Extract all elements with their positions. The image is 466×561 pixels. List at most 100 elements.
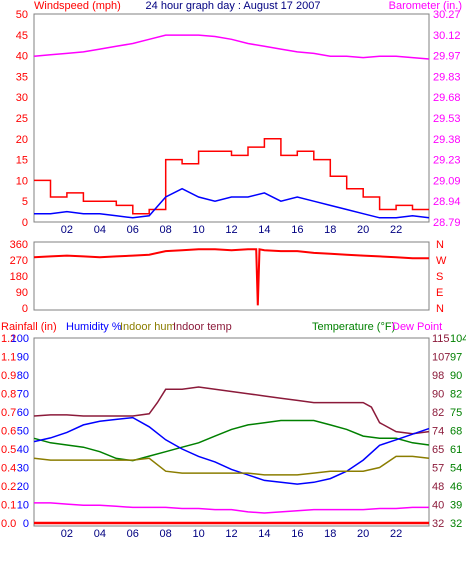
rainfall-tick-labels: 0.0 0.1 0.2 0.4 0.5 0.6 0.7 0.8 0.9 1.1 1.2 xyxy=(1,333,16,530)
rainfall-tick-label: 0.2 xyxy=(1,481,16,493)
wind-x-tick-labels: 02 04 06 08 10 12 14 16 18 20 22 xyxy=(61,224,402,236)
temperature-tick-label: 115 xyxy=(432,333,450,345)
humidity-tick-label: 10 xyxy=(17,500,29,512)
dew-point-label: Dew Point xyxy=(392,321,442,333)
x-tick-label: 18 xyxy=(324,528,336,540)
compass-label: W xyxy=(436,255,447,267)
wind-tick-label: 10 xyxy=(16,175,28,187)
barometer-tick-label: 30.27 xyxy=(433,9,461,21)
wind-tick-label: 15 xyxy=(16,155,28,167)
direction-tick-label: 270 xyxy=(10,255,28,267)
wind-tick-label: 5 xyxy=(22,196,28,208)
wind-tick-label: 25 xyxy=(16,113,28,125)
temperature-tick-label: 61 xyxy=(450,444,462,456)
x-tick-label: 16 xyxy=(291,528,303,540)
temperature-tick-label: 98 xyxy=(432,370,444,382)
compass-label: N xyxy=(436,303,444,315)
x-tick-label: 12 xyxy=(225,224,237,236)
direction-tick-label: 0 xyxy=(22,303,28,315)
wind-plot-area xyxy=(33,13,430,223)
barometer-axis-label: Barometer (in.) xyxy=(389,0,462,12)
compass-label: N xyxy=(436,239,444,251)
temperature-series xyxy=(33,386,430,525)
temperature-tick-label: 75 xyxy=(450,407,462,419)
temperature-tick-label: 107 xyxy=(432,352,450,364)
x-tick-label: 08 xyxy=(160,528,172,540)
x-tick-label: 16 xyxy=(291,224,303,236)
wind-series xyxy=(33,34,430,219)
x-tick-label: 04 xyxy=(94,224,106,236)
x-tick-label: 18 xyxy=(324,224,336,236)
barometer-tick-label: 29.23 xyxy=(433,155,461,167)
x-tick-label: 10 xyxy=(192,224,204,236)
temperature-tick-label: 90 xyxy=(450,370,462,382)
wind-tick-label: 0 xyxy=(22,217,28,229)
barometer-tick-label: 29.83 xyxy=(433,71,461,83)
series-line-humidity xyxy=(33,416,430,485)
temperature-tick-label: 57 xyxy=(432,463,444,475)
temperature-tick-label: 46 xyxy=(450,481,462,493)
wind-axis-label: Windspeed (mph) xyxy=(34,0,121,12)
barometer-tick-label: 29.97 xyxy=(433,51,461,63)
rainfall-tick-label: 0.6 xyxy=(1,426,16,438)
temperature-tick-label: 48 xyxy=(432,481,444,493)
series-line-indoor-temp xyxy=(33,386,430,435)
rainfall-tick-label: 0.8 xyxy=(1,389,16,401)
humidity-tick-label: 60 xyxy=(17,407,29,419)
barometer-tick-label: 29.38 xyxy=(433,134,461,146)
temperature-tick-label: 40 xyxy=(432,500,444,512)
x-tick-label: 22 xyxy=(390,528,402,540)
temperature-plot-area xyxy=(33,337,430,527)
humidity-label: Humidity % xyxy=(66,321,122,333)
barometer-tick-label: 29.68 xyxy=(433,92,461,104)
direction-tick-label: 360 xyxy=(10,239,28,251)
x-tick-label: 02 xyxy=(61,528,73,540)
direction-plot-area xyxy=(33,241,430,311)
humidity-tick-label: 100 xyxy=(11,333,29,345)
temperature-tick-label: 82 xyxy=(450,389,462,401)
barometer-tick-labels: 28.79 28.94 29.09 29.23 29.38 29.53 29.68 29.83… xyxy=(433,9,461,229)
wind-tick-label: 45 xyxy=(16,30,28,42)
humidity-tick-labels: 0 10 20 30 40 50 60 70 80 90 100 xyxy=(11,333,29,530)
humidity-tick-label: 40 xyxy=(17,444,29,456)
rainfall-tick-label: 0.7 xyxy=(1,407,16,419)
temperature-label: Temperature (°F) xyxy=(312,321,395,333)
x-tick-label: 12 xyxy=(225,528,237,540)
x-tick-label: 22 xyxy=(390,224,402,236)
x-tick-label: 08 xyxy=(160,224,172,236)
x-tick-label: 10 xyxy=(192,528,204,540)
direction-tick-label: 180 xyxy=(10,271,28,283)
temperature-tick-label: 39 xyxy=(450,500,462,512)
series-line-temperature-f xyxy=(33,419,430,462)
humidity-tick-label: 80 xyxy=(17,370,29,382)
temperature-tick-label: 65 xyxy=(432,444,444,456)
barometer-tick-label: 30.12 xyxy=(433,30,461,42)
temperature-x-tick-labels: 02 04 06 08 10 12 14 16 18 20 22 xyxy=(61,528,402,540)
barometer-tick-label: 29.53 xyxy=(433,113,461,125)
rainfall-tick-label: 1.1 xyxy=(1,352,16,364)
wind-tick-label: 50 xyxy=(16,9,28,21)
series-line-wind-average xyxy=(34,187,430,219)
indoor-temp-label: Indoor temp xyxy=(173,321,232,333)
indoor-hum-label: Indoor hum xyxy=(120,321,176,333)
direction-tick-label: 90 xyxy=(16,287,28,299)
x-tick-label: 04 xyxy=(94,528,106,540)
barometer-tick-label: 29.09 xyxy=(433,175,461,187)
humidity-tick-label: 30 xyxy=(17,463,29,475)
humidity-tick-label: 70 xyxy=(17,389,29,401)
humidity-tick-label: 50 xyxy=(17,426,29,438)
wind-tick-label: 20 xyxy=(16,134,28,146)
humidity-tick-label: 0 xyxy=(23,518,29,530)
humidity-tick-label: 20 xyxy=(17,481,29,493)
rainfall-tick-label: 0.9 xyxy=(1,370,16,382)
rainfall-tick-label: 1.2 xyxy=(1,333,16,345)
temperature-tick-label: 54 xyxy=(450,463,462,475)
rainfall-tick-label: 0.4 xyxy=(1,463,16,475)
barometer-tick-label: 28.94 xyxy=(433,196,461,208)
x-tick-label: 06 xyxy=(127,224,139,236)
temperature-tick-label: 90 xyxy=(432,389,444,401)
wind-tick-labels: 0 5 10 15 20 25 30 35 40 45 50 xyxy=(16,9,28,229)
rainfall-tick-label: 0.1 xyxy=(1,500,16,512)
